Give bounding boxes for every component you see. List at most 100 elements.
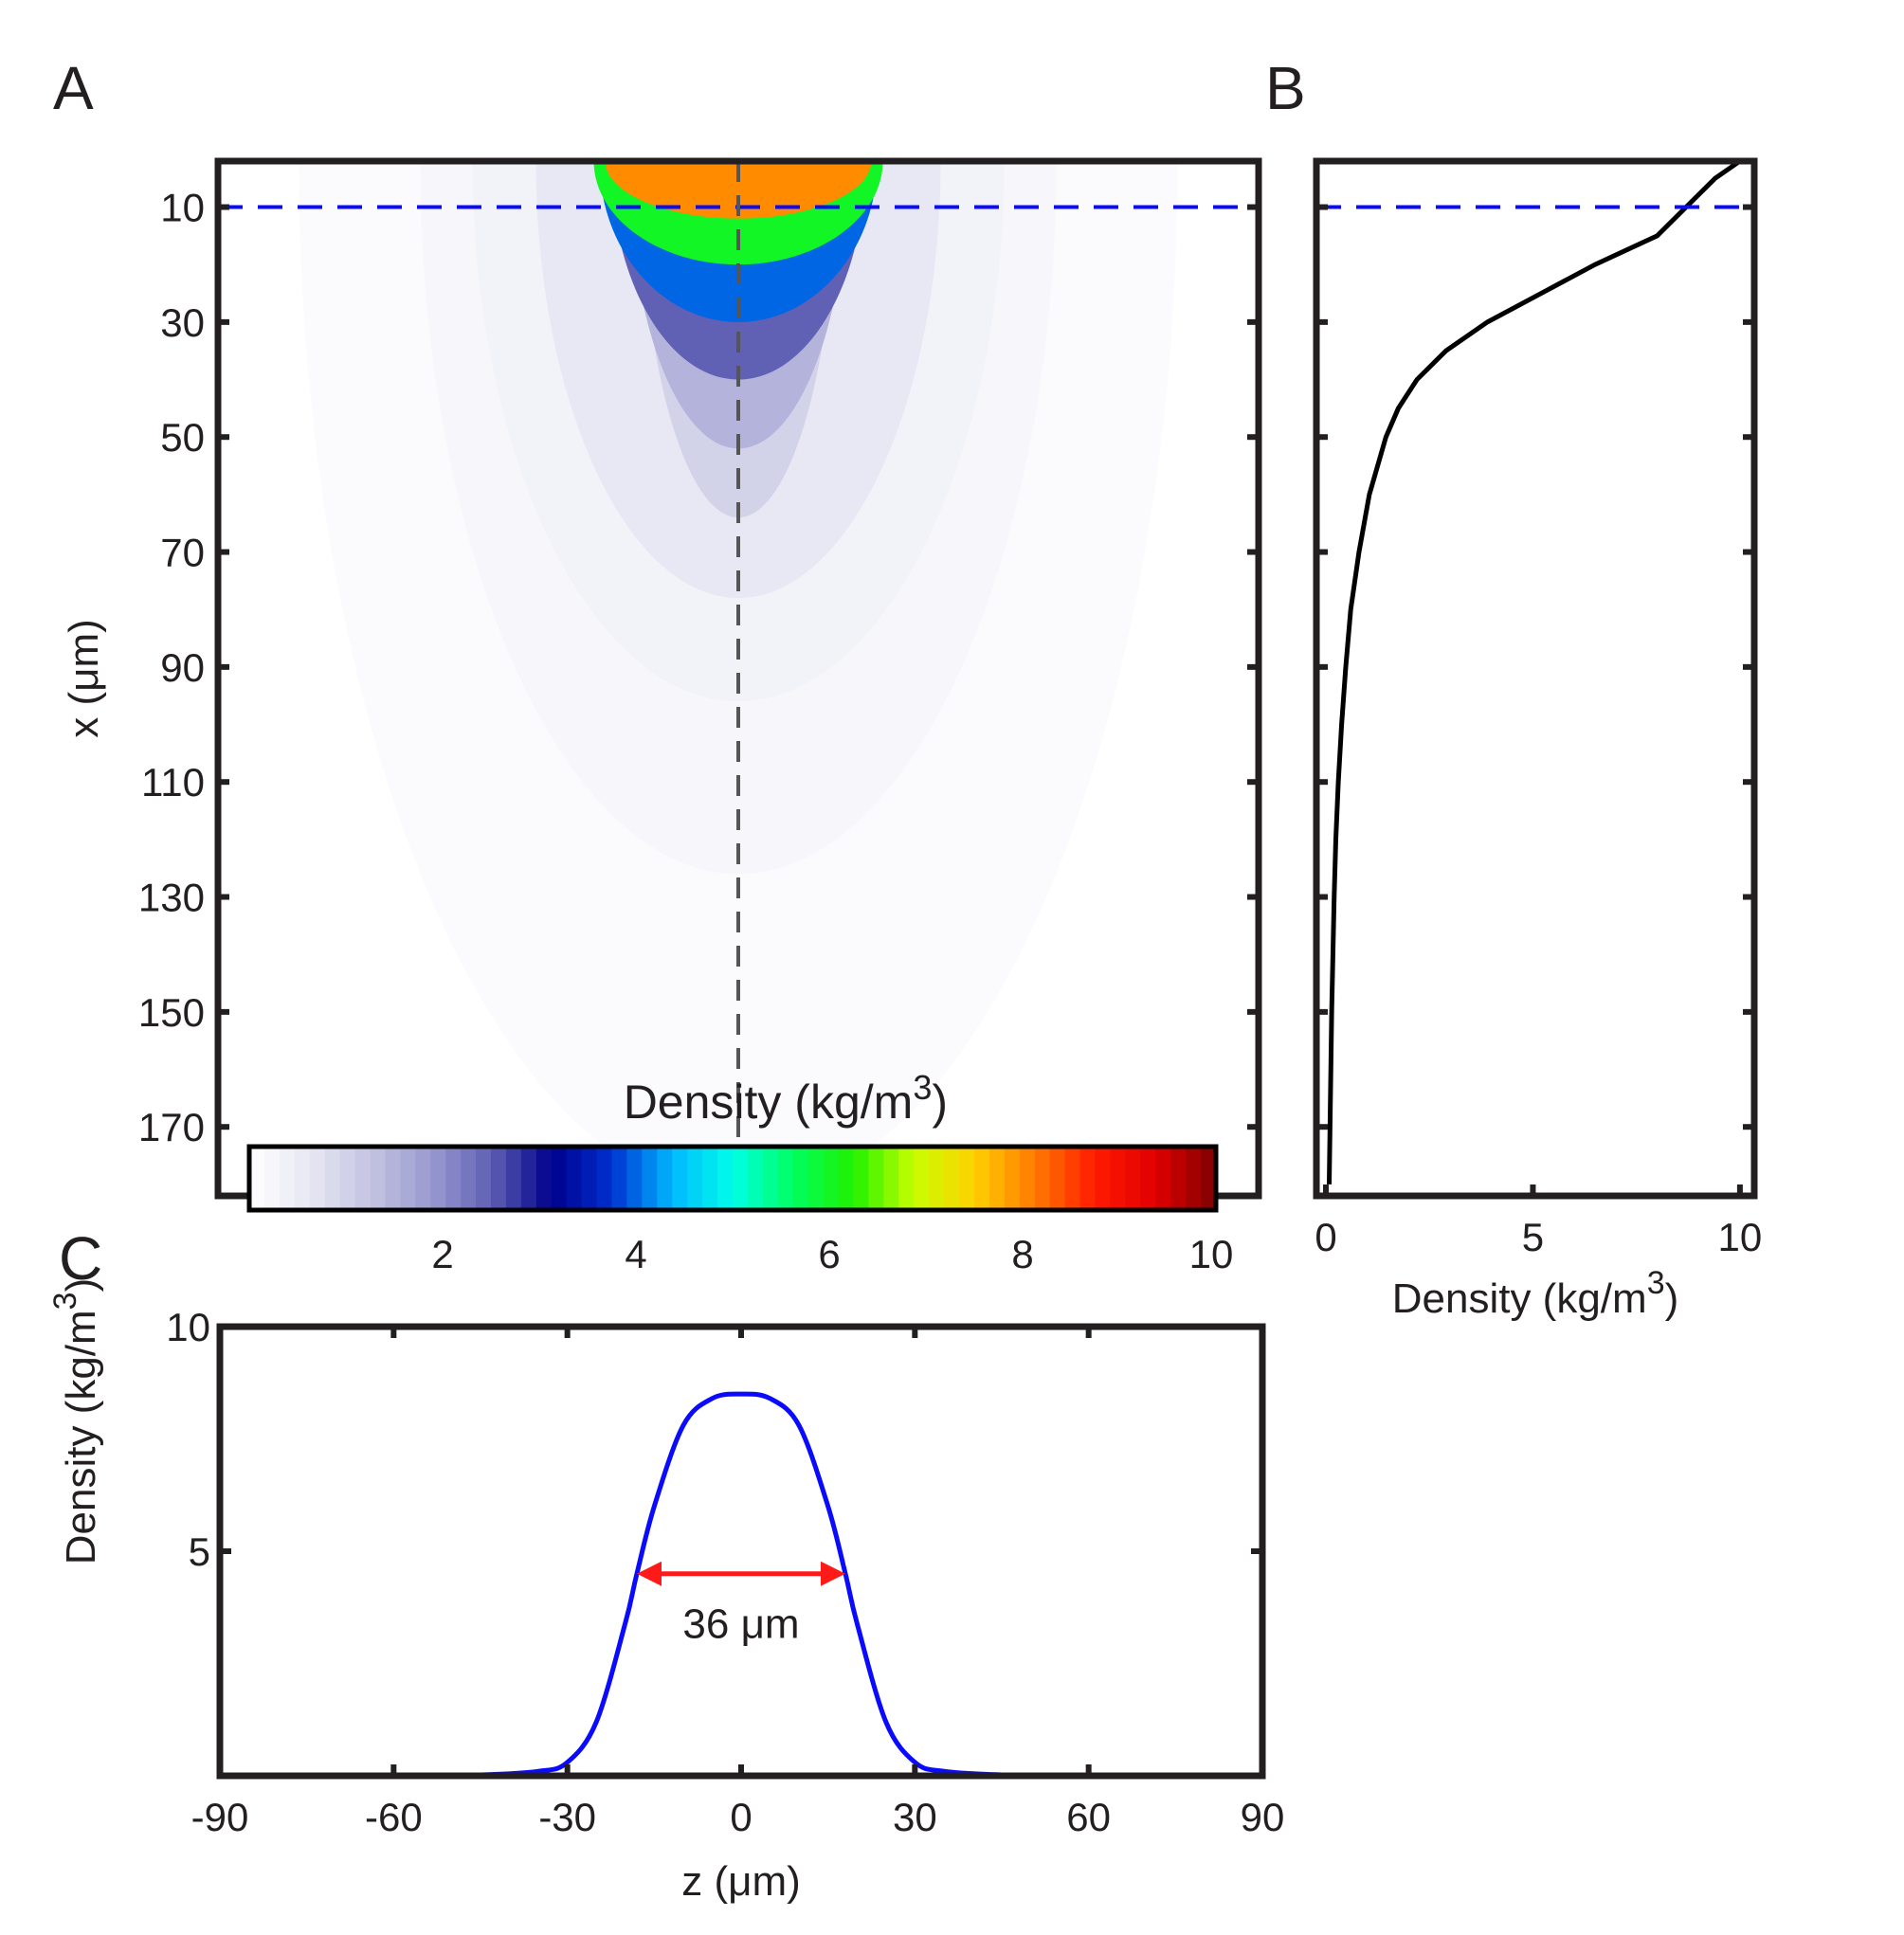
colorbar-segment [944, 1147, 960, 1210]
colorbar-segment [445, 1147, 462, 1210]
colorbar-segment [853, 1147, 870, 1210]
panel-b-frame [1313, 157, 1758, 1200]
colorbar-tick-label: 10 [1189, 1232, 1234, 1276]
colorbar-segment [733, 1147, 749, 1210]
panel-c-x-label: z (μm) [681, 1858, 801, 1905]
width-arrow-head-left [637, 1561, 662, 1586]
colorbar-segment [1064, 1147, 1081, 1210]
colorbar-segment [929, 1147, 945, 1210]
colorbar-segment [1004, 1147, 1021, 1210]
panel-a-y-label: x (μm) [61, 619, 107, 738]
colorbar-segment [611, 1147, 628, 1210]
colorbar-segment [762, 1147, 779, 1210]
colorbar-segment [702, 1147, 718, 1210]
colorbar-segment [838, 1147, 855, 1210]
y-tick-label: 130 [138, 876, 205, 920]
colorbar-segment [657, 1147, 674, 1210]
width-annotation [637, 1561, 845, 1586]
colorbar-segment [672, 1147, 688, 1210]
colorbar-tick-label: 6 [818, 1232, 840, 1276]
y-tick-label: 5 [189, 1529, 210, 1574]
colorbar-segment [1186, 1147, 1202, 1210]
y-tick-label: 150 [138, 990, 205, 1035]
density-contour-band [605, 161, 872, 219]
colorbar-segment [581, 1147, 598, 1210]
width-arrow-head-right [821, 1561, 845, 1586]
colorbar-segment [520, 1147, 537, 1210]
colorbar-segment [1079, 1147, 1097, 1210]
x-tick-label: 0 [1315, 1215, 1336, 1259]
colorbar-segment [354, 1147, 372, 1210]
y-tick-label: 10 [166, 1305, 210, 1349]
colorbar-segment [339, 1147, 356, 1210]
panel-c-frame [216, 1323, 1266, 1780]
colorbar-segment [642, 1147, 659, 1210]
colorbar-segment [1170, 1147, 1187, 1210]
colorbar-tick-label: 2 [431, 1232, 453, 1276]
colorbar-segment [430, 1147, 446, 1210]
colorbar-segment [415, 1147, 432, 1210]
x-tick-label: 60 [1066, 1795, 1111, 1839]
density-profile-x [1327, 158, 1742, 1185]
y-tick-label: 70 [160, 531, 205, 575]
panel-b-x-label: Density (kg/m3) [1392, 1265, 1679, 1322]
panel-label-c: C [59, 1224, 102, 1293]
colorbar-ticks: 2 4 6 8 10 [431, 1232, 1233, 1276]
x-tick-label: 30 [893, 1795, 937, 1839]
colorbar-segment [823, 1147, 840, 1210]
colorbar [249, 1147, 1217, 1210]
colorbar-segment [400, 1147, 417, 1210]
colorbar-segment [551, 1147, 568, 1210]
panel-b: 0 5 10 Density (kg/m3) [1313, 157, 1762, 1322]
colorbar-segment [792, 1147, 809, 1210]
panel-c-y-label: Density (kg/m3) [47, 1278, 104, 1565]
panel-c-axes: -90 -60 -30 0 30 60 90 5 10 [166, 1305, 1284, 1839]
colorbar-segment [1125, 1147, 1142, 1210]
colorbar-segment [535, 1147, 553, 1210]
colorbar-segment [898, 1147, 916, 1210]
panel-b-x-axis: 0 5 10 [1315, 204, 1762, 1259]
panel-c: 36 μm -90 -60 -30 0 30 60 90 5 10 z (μm) Density… [47, 1278, 1284, 1905]
colorbar-tick-label: 8 [1011, 1232, 1033, 1276]
colorbar-segment [1201, 1147, 1217, 1210]
y-tick-label: 10 [160, 186, 205, 230]
colorbar-segment [807, 1147, 825, 1210]
colorbar-segment [626, 1147, 644, 1210]
colorbar-title: Density (kg/m3) [624, 1068, 948, 1129]
colorbar-segment [491, 1147, 507, 1210]
y-tick-label: 30 [160, 300, 205, 345]
width-annotation-label: 36 μm [682, 1601, 799, 1648]
colorbar-segment [596, 1147, 613, 1210]
colorbar-segment [370, 1147, 387, 1210]
colorbar-segment [883, 1147, 900, 1210]
colorbar-segment [777, 1147, 794, 1210]
colorbar-segment [505, 1147, 522, 1210]
y-tick-label: 110 [141, 760, 205, 805]
x-tick-label: -30 [538, 1795, 596, 1839]
x-tick-label: -60 [365, 1795, 423, 1839]
colorbar-segment [1019, 1147, 1036, 1210]
panel-label-a: A [53, 54, 94, 122]
x-tick-label: -90 [191, 1795, 249, 1839]
colorbar-segment [324, 1147, 341, 1210]
colorbar-segment [249, 1147, 265, 1210]
colorbar-segment [868, 1147, 885, 1210]
colorbar-segment [1140, 1147, 1157, 1210]
x-tick-label: 5 [1522, 1215, 1544, 1259]
colorbar-segment [914, 1147, 930, 1210]
y-tick-label: 50 [160, 415, 205, 460]
colorbar-segment [476, 1147, 492, 1210]
colorbar-segment [566, 1147, 583, 1210]
colorbar-segment [385, 1147, 402, 1210]
density-profile-z [219, 1391, 1263, 1779]
colorbar-segment [1110, 1147, 1127, 1210]
colorbar-segment [279, 1147, 296, 1210]
y-tick-label: 90 [160, 645, 205, 690]
colorbar-segment [1155, 1147, 1171, 1210]
colorbar-segment [294, 1147, 311, 1210]
colorbar-segment [461, 1147, 477, 1210]
x-tick-label: 0 [730, 1795, 752, 1839]
colorbar-segment [1049, 1147, 1066, 1210]
colorbar-segment [747, 1147, 764, 1210]
